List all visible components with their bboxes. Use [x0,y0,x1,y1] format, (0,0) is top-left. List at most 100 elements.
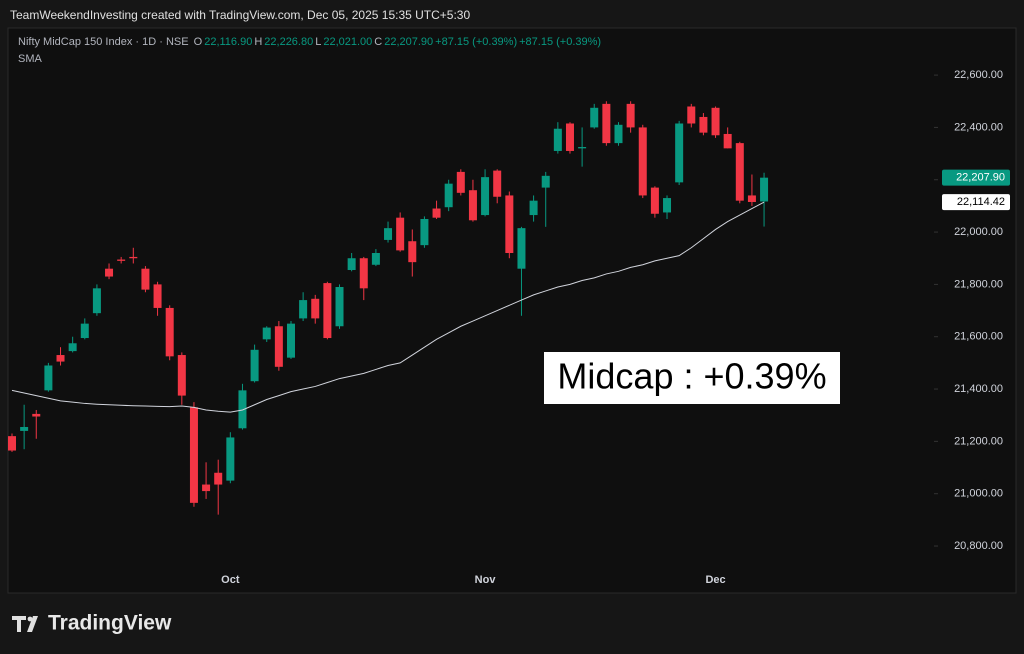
candle-body [481,177,490,216]
candle-body [335,287,344,327]
legend-value: 22,226.80 [264,36,314,48]
y-tick-label: 20,800.00 [954,540,1003,552]
candle-body [529,200,538,216]
y-tick-label: 21,400.00 [954,383,1003,395]
y-tick-label: 21,600.00 [954,331,1003,343]
candle-body [687,106,696,124]
candle-body [299,300,308,319]
candle-body [614,124,623,144]
candle-body [408,241,417,263]
candle-body [626,103,635,128]
sma-line [11,201,765,413]
x-tick-label: Nov [475,574,497,586]
candle-body [444,183,453,208]
candle-body [44,365,53,391]
candle-body [420,218,429,246]
candle-body [32,413,41,417]
sma-legend: SMA [18,53,42,65]
candle-body [541,175,550,188]
sma-price-label-box [942,194,1010,211]
candle-body [117,259,126,261]
candle-body [262,327,271,340]
candle-body [311,298,320,319]
legend-value: 22,021.00 [323,36,373,48]
annotation-box [544,352,840,404]
legend-key: H [254,36,263,48]
candle-body [517,228,526,269]
candle-body [432,208,441,218]
candle-body [590,107,599,128]
candle-body [735,143,744,201]
y-tick-label: 22,600.00 [954,69,1003,81]
brand-logo [12,616,38,632]
candle-body [214,472,223,485]
candle-body [747,195,756,202]
annotation: Midcap : +0.39% [557,356,826,397]
y-tick-label: 21,200.00 [954,435,1003,447]
candle-body [202,484,211,492]
candle-body [553,128,562,151]
candle-body [105,268,114,277]
candle-body [384,228,393,240]
candle-body [359,258,368,289]
candle-body [468,190,477,221]
candle-body [760,177,769,202]
candle-body [505,195,514,253]
candle-body [189,407,198,503]
candle-body [68,343,77,352]
candle-body [650,187,659,214]
candle-body [711,107,720,136]
candle-body [286,323,295,358]
x-tick-label: Oct [221,574,240,586]
legend: Nifty MidCap 150 Index · 1D · NSE O 22,11… [18,36,603,48]
candle-body [347,258,356,271]
x-tick-label: Dec [705,574,725,586]
candle-body [8,436,16,451]
candle-body [80,323,89,339]
legend-value: 22,207.90 [384,36,434,48]
brand-name: TradingView [48,612,172,635]
y-tick-label: 22,000.00 [954,226,1003,238]
candle-body [396,217,405,251]
y-tick-label: 21,800.00 [954,278,1003,290]
y-tick-label: 21,000.00 [954,488,1003,500]
candle-body [699,116,708,133]
candle-body [250,349,259,382]
candle-body [371,253,380,265]
candle-body [578,147,587,149]
change-label: +87.15 (+0.39%) [435,36,518,48]
candle-body [723,133,732,149]
last-price-label: 22,207.90 [956,172,1005,184]
pane [7,27,1017,594]
candle-body [663,198,672,213]
candle-body [153,284,162,308]
candle-body [56,355,65,362]
candle-body [92,288,101,314]
header: TeamWeekendInvesting created with Tradin… [10,8,471,22]
candle-body [20,426,29,431]
candle-body [141,268,150,290]
candle-body [274,326,283,367]
change-label: +87.15 (+0.39%) [519,36,602,48]
legend-value: 22,116.90 [204,36,253,48]
candle-body [129,256,138,259]
candle-body [177,355,186,396]
candle-body [675,123,684,183]
last-price-label-box [942,169,1010,186]
candle-body [226,437,235,481]
y-tick-label: 22,400.00 [954,121,1003,133]
candle-body [456,171,465,193]
candle-body [602,103,611,144]
candle-body [565,123,574,151]
symbol: Nifty MidCap 150 Index · 1D · NSE [18,36,189,48]
legend-key: L [315,36,322,48]
candle-body [638,127,647,196]
candle-body [165,307,174,357]
sma-price-label: 22,114.42 [957,196,1005,208]
candle-body [323,283,332,339]
legend-key: C [374,36,383,48]
candle-body [238,390,247,429]
candle-body [493,170,502,197]
